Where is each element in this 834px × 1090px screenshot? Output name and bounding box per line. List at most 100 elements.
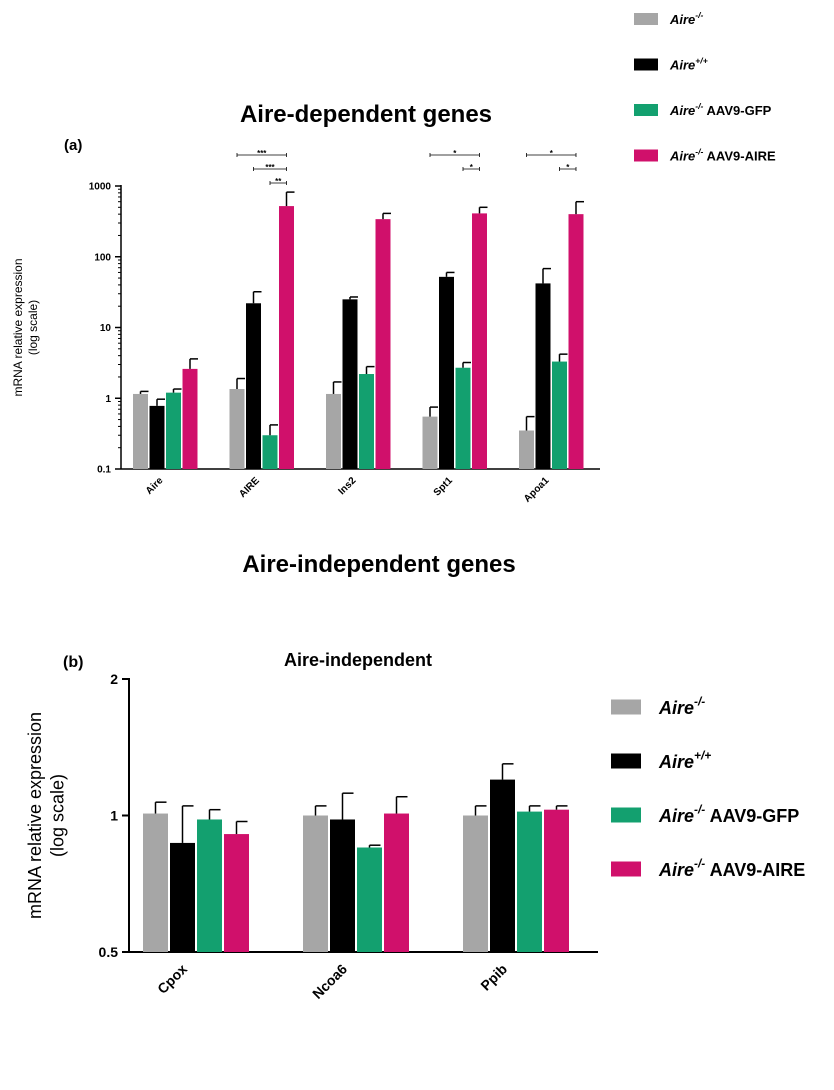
heading-aire-dependent: Aire-dependent genes <box>240 101 492 128</box>
legend-top-label-1-genotype: +/+ <box>695 56 707 66</box>
y-tick-label: 1 <box>105 394 111 405</box>
bar-ppib-s0 <box>463 815 488 952</box>
panel-label: (a) <box>64 137 82 154</box>
panel-a: 0.1 1 10 100 1000 mRNA relative expression (lo… <box>11 137 600 505</box>
legend-top-label-3: Aire-/- AAV9-AIRE <box>669 147 776 164</box>
legend-top-label-2-suffix: AAV9-GFP <box>703 103 771 118</box>
panel-b: 0.5 1 2 mRNA relative expression (log scale)… <box>25 650 598 1002</box>
significance-label: ** <box>275 177 282 186</box>
y-axis-label-scale: (log scale) <box>26 300 40 355</box>
x-tick-label: Cpox <box>154 961 190 997</box>
legend-b-label-2: Aire-/- AAV9-GFP <box>658 803 799 826</box>
y-axis-label: mRNA relative expression <box>11 258 25 396</box>
legend-b-swatch-1 <box>611 753 641 769</box>
bar-aire-s3 <box>182 368 198 469</box>
legend-b-label-1: Aire+/+ <box>658 749 711 772</box>
legend-top-swatch-3 <box>634 149 658 162</box>
bar-ins2-s3 <box>375 219 391 469</box>
bar-cpox-s0 <box>143 813 168 952</box>
x-tick-label: Aire <box>144 475 166 497</box>
y-axis-label-scale: (log scale) <box>48 774 68 857</box>
legend-top-label-2: Aire-/- AAV9-GFP <box>669 101 772 118</box>
legend-top-swatch-0 <box>634 13 658 25</box>
bar-apoa1-s1 <box>535 283 551 469</box>
bar-cpox-s2 <box>197 819 222 952</box>
significance-label: * <box>453 149 457 158</box>
bar-apoa1-s2 <box>552 361 567 469</box>
bar-ncoa6-s1 <box>330 819 355 952</box>
significance-label: * <box>470 163 474 172</box>
legend-top-label-3-suffix: AAV9-AIRE <box>703 148 776 163</box>
chart-title: Aire-independent <box>284 650 432 670</box>
legend-b-label-2-genotype: -/- <box>694 803 705 817</box>
significance-label: * <box>566 163 570 172</box>
y-tick-label: 1 <box>110 807 118 823</box>
bar-apoa1-s0 <box>519 430 534 469</box>
legend-b-label-0-genotype: -/- <box>694 695 705 709</box>
legend-top-label-0-gene: Aire <box>669 12 695 27</box>
bar-ppib-s3 <box>544 809 569 952</box>
legend-b-label-0-gene: Aire <box>658 698 694 718</box>
legend-b-label-3: Aire-/- AAV9-AIRE <box>658 857 805 880</box>
x-tick-label: Ncoa6 <box>309 961 350 1002</box>
y-tick-label: 2 <box>110 671 118 687</box>
bar-apoa1-s3 <box>568 214 584 469</box>
bar-cpox-s1 <box>170 842 195 952</box>
bar-ncoa6-s0 <box>303 815 328 952</box>
legend-top-label-2-genotype: -/- <box>695 101 703 111</box>
x-tick-label: Apoa1 <box>522 475 552 505</box>
bar-ins2-s0 <box>326 393 341 469</box>
bar-ins2-s2 <box>359 374 374 469</box>
heading-aire-independent: Aire-independent genes <box>242 551 515 578</box>
bar-aire-s3 <box>279 206 294 469</box>
legend-top-swatch-2 <box>634 104 658 116</box>
y-tick-label: 100 <box>94 252 111 263</box>
y-tick-label: 0.1 <box>97 465 111 476</box>
legend-top-label-0-genotype: -/- <box>695 10 703 20</box>
significance-label: * <box>550 149 554 158</box>
bar-spt1-s0 <box>422 416 438 469</box>
legend-top-swatch-1 <box>634 58 658 71</box>
x-tick-label: Ppib <box>477 961 510 994</box>
legend-b-label-2-suffix: AAV9-GFP <box>705 806 799 826</box>
legend-top-label-2-gene: Aire <box>669 103 695 118</box>
legend-b-label-3-suffix: AAV9-AIRE <box>705 860 805 880</box>
bar-ppib-s1 <box>490 779 515 952</box>
legend-b-label-1-gene: Aire <box>658 752 694 772</box>
legend-top-label-3-genotype: -/- <box>695 147 703 157</box>
bar-aire-s0 <box>133 393 148 469</box>
bar-aire-s1 <box>246 303 261 469</box>
y-axis-label: mRNA relative expression <box>25 712 45 919</box>
legend-b-swatch-0 <box>611 699 641 715</box>
x-tick-label: AIRE <box>237 475 262 500</box>
legend-top-label-1: Aire+/+ <box>669 56 708 73</box>
legend-b-label-3-genotype: -/- <box>694 857 705 871</box>
bar-aire-s1 <box>149 405 165 469</box>
legend-b-label-2-gene: Aire <box>658 806 694 826</box>
y-tick-label: 10 <box>100 323 112 334</box>
legend-b-label-0: Aire-/- <box>658 695 705 718</box>
bar-spt1-s2 <box>455 367 471 469</box>
legend-top-label-3-gene: Aire <box>669 148 695 163</box>
bar-aire-s2 <box>262 435 278 469</box>
legend-b-swatch-2 <box>611 807 641 823</box>
panel-label: (b) <box>63 654 83 671</box>
bar-ins2-s1 <box>342 299 358 469</box>
x-tick-label: Spt1 <box>432 475 455 498</box>
bar-aire-s2 <box>166 392 181 469</box>
bar-ppib-s2 <box>517 811 542 952</box>
bar-spt1-s3 <box>472 213 487 469</box>
bar-ncoa6-s3 <box>384 813 409 952</box>
significance-label: *** <box>265 163 275 172</box>
y-tick-label: 0.5 <box>99 944 119 960</box>
legend-b-swatch-3 <box>611 861 641 877</box>
bar-aire-s0 <box>229 389 245 469</box>
significance-label: *** <box>257 149 267 158</box>
legend-b-label-3-gene: Aire <box>658 860 694 880</box>
bar-ncoa6-s2 <box>357 847 382 952</box>
y-tick-label: 1000 <box>89 182 112 193</box>
bar-cpox-s3 <box>224 834 249 952</box>
